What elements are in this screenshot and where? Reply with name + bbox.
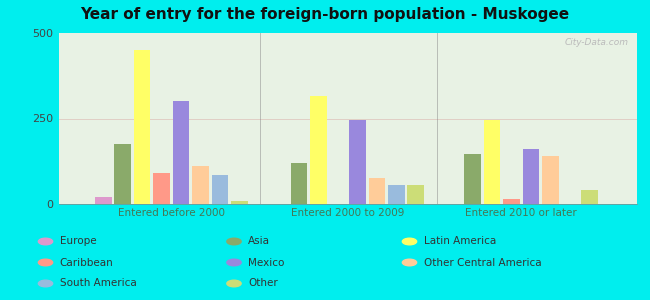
Bar — [408, 185, 424, 204]
Text: Latin America: Latin America — [424, 236, 496, 247]
Bar — [114, 144, 131, 204]
Text: Mexico: Mexico — [248, 257, 285, 268]
Bar — [310, 96, 327, 204]
Bar — [464, 154, 481, 204]
Text: Caribbean: Caribbean — [60, 257, 114, 268]
Bar — [369, 178, 385, 204]
Bar — [291, 163, 307, 204]
Text: South America: South America — [60, 278, 136, 289]
Bar — [388, 185, 405, 204]
Bar — [173, 101, 189, 204]
Bar — [134, 50, 151, 204]
Text: Year of entry for the foreign-born population - Muskogee: Year of entry for the foreign-born popul… — [81, 8, 569, 22]
Text: City-Data.com: City-Data.com — [564, 38, 629, 47]
Bar — [581, 190, 597, 204]
Bar — [231, 201, 248, 204]
Text: Other Central America: Other Central America — [424, 257, 541, 268]
Bar — [153, 173, 170, 204]
Bar — [192, 167, 209, 204]
Bar — [349, 120, 366, 204]
Text: Asia: Asia — [248, 236, 270, 247]
Text: Europe: Europe — [60, 236, 96, 247]
Bar — [95, 197, 112, 204]
Bar — [503, 199, 520, 204]
Bar — [523, 149, 540, 204]
Text: Other: Other — [248, 278, 278, 289]
Bar — [542, 156, 559, 204]
Bar — [211, 175, 228, 204]
Bar — [484, 120, 501, 204]
